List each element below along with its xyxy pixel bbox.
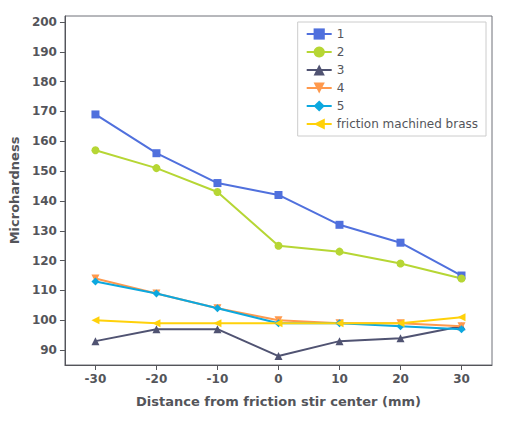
svg-text:-10: -10: [207, 372, 229, 386]
svg-text:180: 180: [32, 75, 57, 89]
svg-text:1: 1: [337, 27, 345, 41]
svg-text:30: 30: [453, 372, 470, 386]
svg-text:Distance from friction stir ce: Distance from friction stir center (mm): [136, 394, 421, 409]
svg-text:-20: -20: [146, 372, 168, 386]
svg-text:200: 200: [32, 15, 57, 29]
svg-text:190: 190: [32, 45, 57, 59]
svg-text:-30: -30: [85, 372, 107, 386]
svg-text:160: 160: [32, 134, 57, 148]
svg-text:150: 150: [32, 164, 57, 178]
svg-text:170: 170: [32, 104, 57, 118]
svg-text:120: 120: [32, 254, 57, 268]
svg-text:110: 110: [32, 283, 57, 297]
svg-text:140: 140: [32, 194, 57, 208]
svg-text:90: 90: [40, 343, 57, 357]
svg-text:5: 5: [337, 99, 345, 113]
svg-text:friction machined brass: friction machined brass: [337, 117, 478, 131]
svg-text:0: 0: [274, 372, 282, 386]
svg-text:2: 2: [337, 45, 345, 59]
svg-text:100: 100: [32, 313, 57, 327]
svg-text:10: 10: [331, 372, 348, 386]
svg-text:130: 130: [32, 224, 57, 238]
svg-text:3: 3: [337, 63, 345, 77]
svg-text:4: 4: [337, 81, 345, 95]
svg-text:20: 20: [392, 372, 409, 386]
svg-text:Microhardness: Microhardness: [7, 136, 22, 244]
